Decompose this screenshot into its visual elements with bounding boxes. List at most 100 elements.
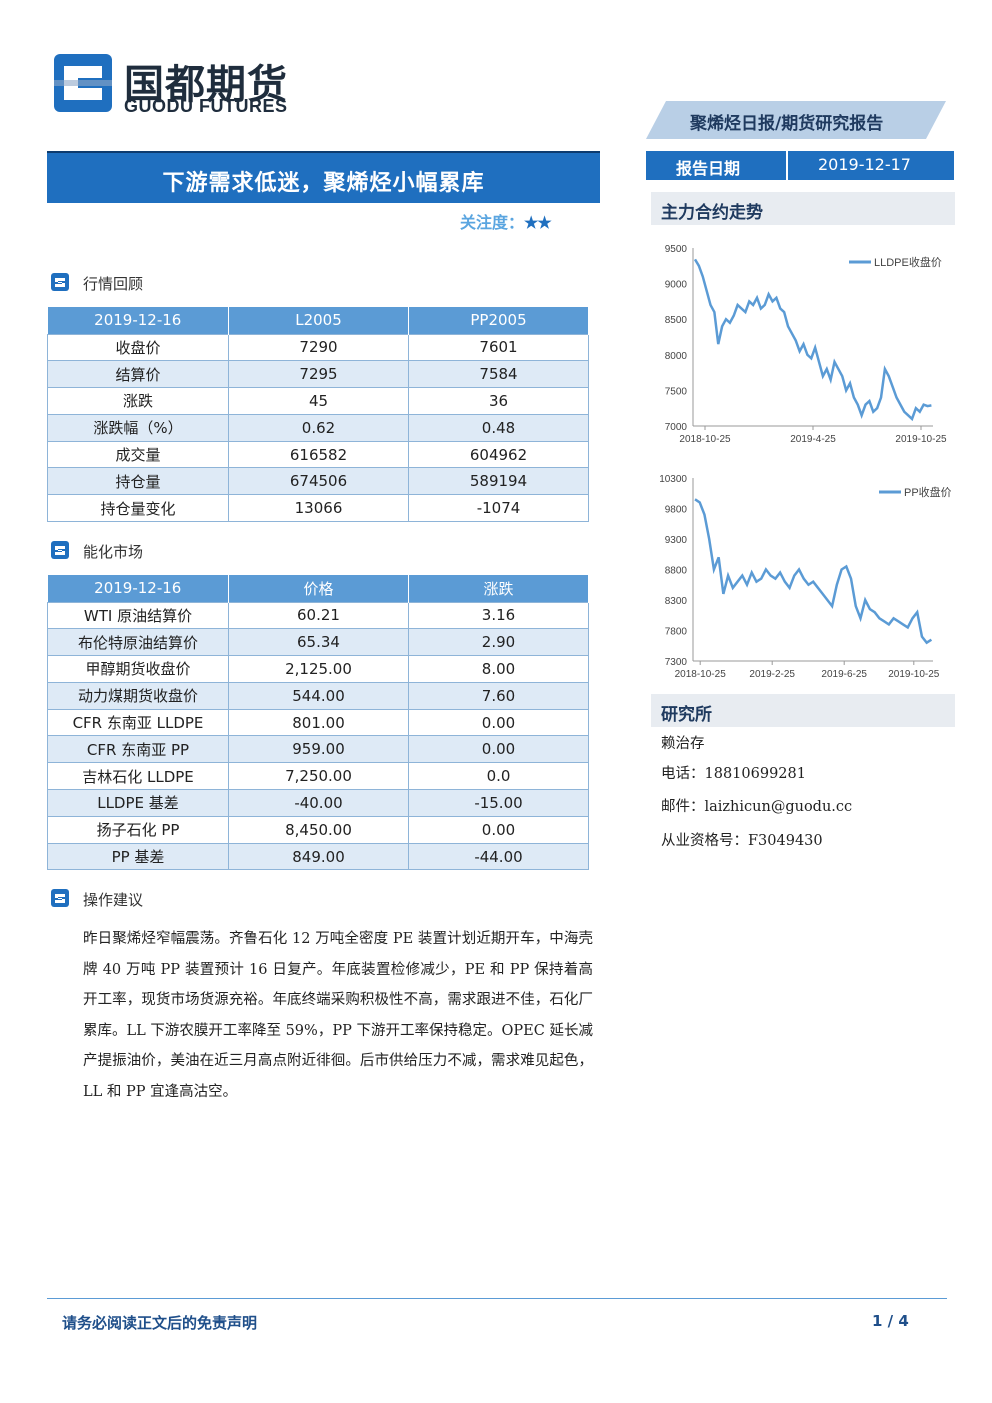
trend-header: 主力合约走势 — [651, 192, 955, 225]
cell-value: 45 — [228, 387, 409, 415]
table-header: 涨跌 — [408, 575, 589, 602]
company-logo: 国都期货 GUODU FUTURES — [52, 52, 292, 118]
table-row: 甲醇期货收盘价 2,125.00 8.00 — [47, 655, 589, 683]
table-row: 收盘价 7290 7601 — [47, 333, 589, 362]
section-bullet-icon — [51, 541, 69, 559]
research-header: 研究所 — [651, 694, 955, 727]
y-tick-label: 7800 — [665, 627, 688, 638]
cell-value: 849.00 — [228, 842, 409, 871]
cell-value: 8.00 — [408, 655, 589, 683]
cell-value: 36 — [408, 387, 589, 415]
cell-value: 0.62 — [228, 413, 409, 442]
legend-label: PP收盘价 — [904, 485, 951, 499]
y-tick-label: 9800 — [665, 505, 688, 516]
series-line — [694, 498, 933, 645]
cell-value: 0.48 — [408, 413, 589, 442]
trend-header-label: 主力合约走势 — [661, 203, 763, 223]
table-row: 动力煤期货收盘价 544.00 7.60 — [47, 681, 589, 710]
cell-value: 8,450.00 — [228, 815, 409, 844]
row-label: 收盘价 — [47, 333, 229, 362]
y-tick-label: 9000 — [665, 280, 688, 291]
report-date-row: 报告日期 2019-12-17 — [646, 151, 954, 180]
row-label: 涨跌幅（%） — [47, 413, 229, 442]
cell-value: 0.00 — [408, 815, 589, 844]
banner-shape — [646, 101, 946, 139]
row-label: CFR 东南亚 LLDPE — [47, 708, 229, 737]
market-review-table: 2019-12-16 L2005 PP2005 收盘价 7290 7601 结算价 72… — [47, 307, 589, 523]
series-line — [693, 258, 932, 422]
table-row: 持仓量 674506 589194 — [47, 467, 589, 496]
table-row: 涨跌幅（%） 0.62 0.48 — [47, 413, 589, 442]
cell-value: 65.34 — [228, 628, 409, 657]
energy-market-table: 2019-12-16 价格 涨跌 WTI 原油结算价 60.21 3.16 布伦特原油… — [47, 575, 589, 871]
table-row: LLDPE 基差 -40.00 -15.00 — [47, 789, 589, 817]
divider — [786, 151, 788, 180]
cell-value: 0.00 — [408, 708, 589, 737]
attention-rating: 关注度：★★ — [460, 209, 552, 233]
y-tick-label: 7000 — [665, 422, 688, 433]
advice-paragraph: 昨日聚烯烃窄幅震荡。齐鲁石化 12 万吨全密度 PE 装置计划近期开车，中海壳牌… — [83, 931, 593, 1100]
table-row: CFR 东南亚 PP 959.00 0.00 — [47, 735, 589, 764]
table-row: 持仓量变化 13066 -1074 — [47, 494, 589, 523]
cell-value: 801.00 — [228, 708, 409, 737]
x-tick-label: 2018-10-25 — [675, 669, 727, 680]
research-header-label: 研究所 — [661, 705, 712, 725]
cell-value: 2,125.00 — [228, 655, 409, 683]
row-label: 涨跌 — [47, 387, 229, 415]
table-header: 2019-12-16 — [47, 307, 229, 334]
report-type-banner: 聚烯烃日报/期货研究报告 — [646, 101, 946, 139]
row-label: WTI 原油结算价 — [47, 601, 229, 630]
y-tick-label: 8300 — [665, 596, 688, 607]
attention-label: 关注度： — [460, 213, 525, 232]
table-row: 扬子石化 PP 8,450.00 0.00 — [47, 815, 589, 844]
x-tick-label: 2018-10-25 — [679, 434, 731, 445]
report-type-label: 聚烯烃日报/期货研究报告 — [690, 114, 884, 134]
table-row: 布伦特原油结算价 65.34 2.90 — [47, 628, 589, 657]
row-label: 布伦特原油结算价 — [47, 628, 229, 657]
footer-divider — [47, 1298, 947, 1299]
row-label: 成交量 — [47, 440, 229, 469]
cell-value: 7,250.00 — [228, 762, 409, 791]
section-title: 操作建议 — [83, 891, 144, 909]
cell-value: 13066 — [228, 494, 409, 523]
cell-value: 7290 — [228, 333, 409, 362]
y-tick-label: 9500 — [665, 244, 688, 255]
table-row: WTI 原油结算价 60.21 3.16 — [47, 601, 589, 630]
cell-value: 7584 — [408, 360, 589, 389]
row-label: 甲醇期货收盘价 — [47, 655, 229, 683]
table-row: 吉林石化 LLDPE 7,250.00 0.0 — [47, 762, 589, 791]
cell-value: 7.60 — [408, 681, 589, 710]
row-label: 扬子石化 PP — [47, 815, 229, 844]
page-number: 1 / 4 — [872, 1312, 909, 1330]
table-header: 价格 — [228, 575, 409, 602]
cell-value: 2.90 — [408, 628, 589, 657]
table-row: 涨跌 45 36 — [47, 387, 589, 415]
section-title: 能化市场 — [83, 543, 144, 561]
analyst-license: 从业资格号：F3049430 — [661, 833, 823, 849]
y-tick-label: 8500 — [665, 315, 688, 326]
analyst-email[interactable]: 邮件：laizhicun@guodu.cc — [661, 799, 853, 815]
cell-value: 7601 — [408, 333, 589, 362]
x-tick-label: 2019-10-25 — [895, 434, 947, 445]
cell-value: -15.00 — [408, 789, 589, 817]
cell-value: -40.00 — [228, 789, 409, 817]
section-title: 行情回顾 — [83, 275, 144, 293]
legend-label: LLDPE收盘价 — [874, 255, 942, 269]
pp-chart-svg: 7300 7800 8300 8800 9300 9800 10300 2018-10-25 2… — [659, 474, 952, 680]
disclaimer-link[interactable]: 请务必阅读正文后的免责声明 — [62, 1314, 258, 1332]
logo-cn: 国都期货 — [124, 62, 288, 108]
x-tick-label: 2019-10-25 — [888, 669, 940, 680]
y-tick-label: 8800 — [665, 566, 688, 577]
cell-value: 60.21 — [228, 601, 409, 630]
page-title: 下游需求低迷，聚烯烃小幅累库 — [162, 170, 485, 196]
row-label: 持仓量 — [47, 467, 229, 496]
y-tick-label: 10300 — [659, 474, 687, 485]
star-rating-icon: ★★ — [524, 213, 552, 232]
x-tick-label: 2019-4-25 — [790, 434, 836, 445]
analyst-phone: 电话：18810699281 — [661, 766, 806, 782]
logo-mark-icon — [54, 54, 112, 112]
x-tick-label: 2019-2-25 — [749, 669, 795, 680]
report-date-value: 2019-12-17 — [818, 155, 911, 174]
cell-value: 959.00 — [228, 735, 409, 764]
y-tick-label: 7500 — [665, 386, 688, 397]
